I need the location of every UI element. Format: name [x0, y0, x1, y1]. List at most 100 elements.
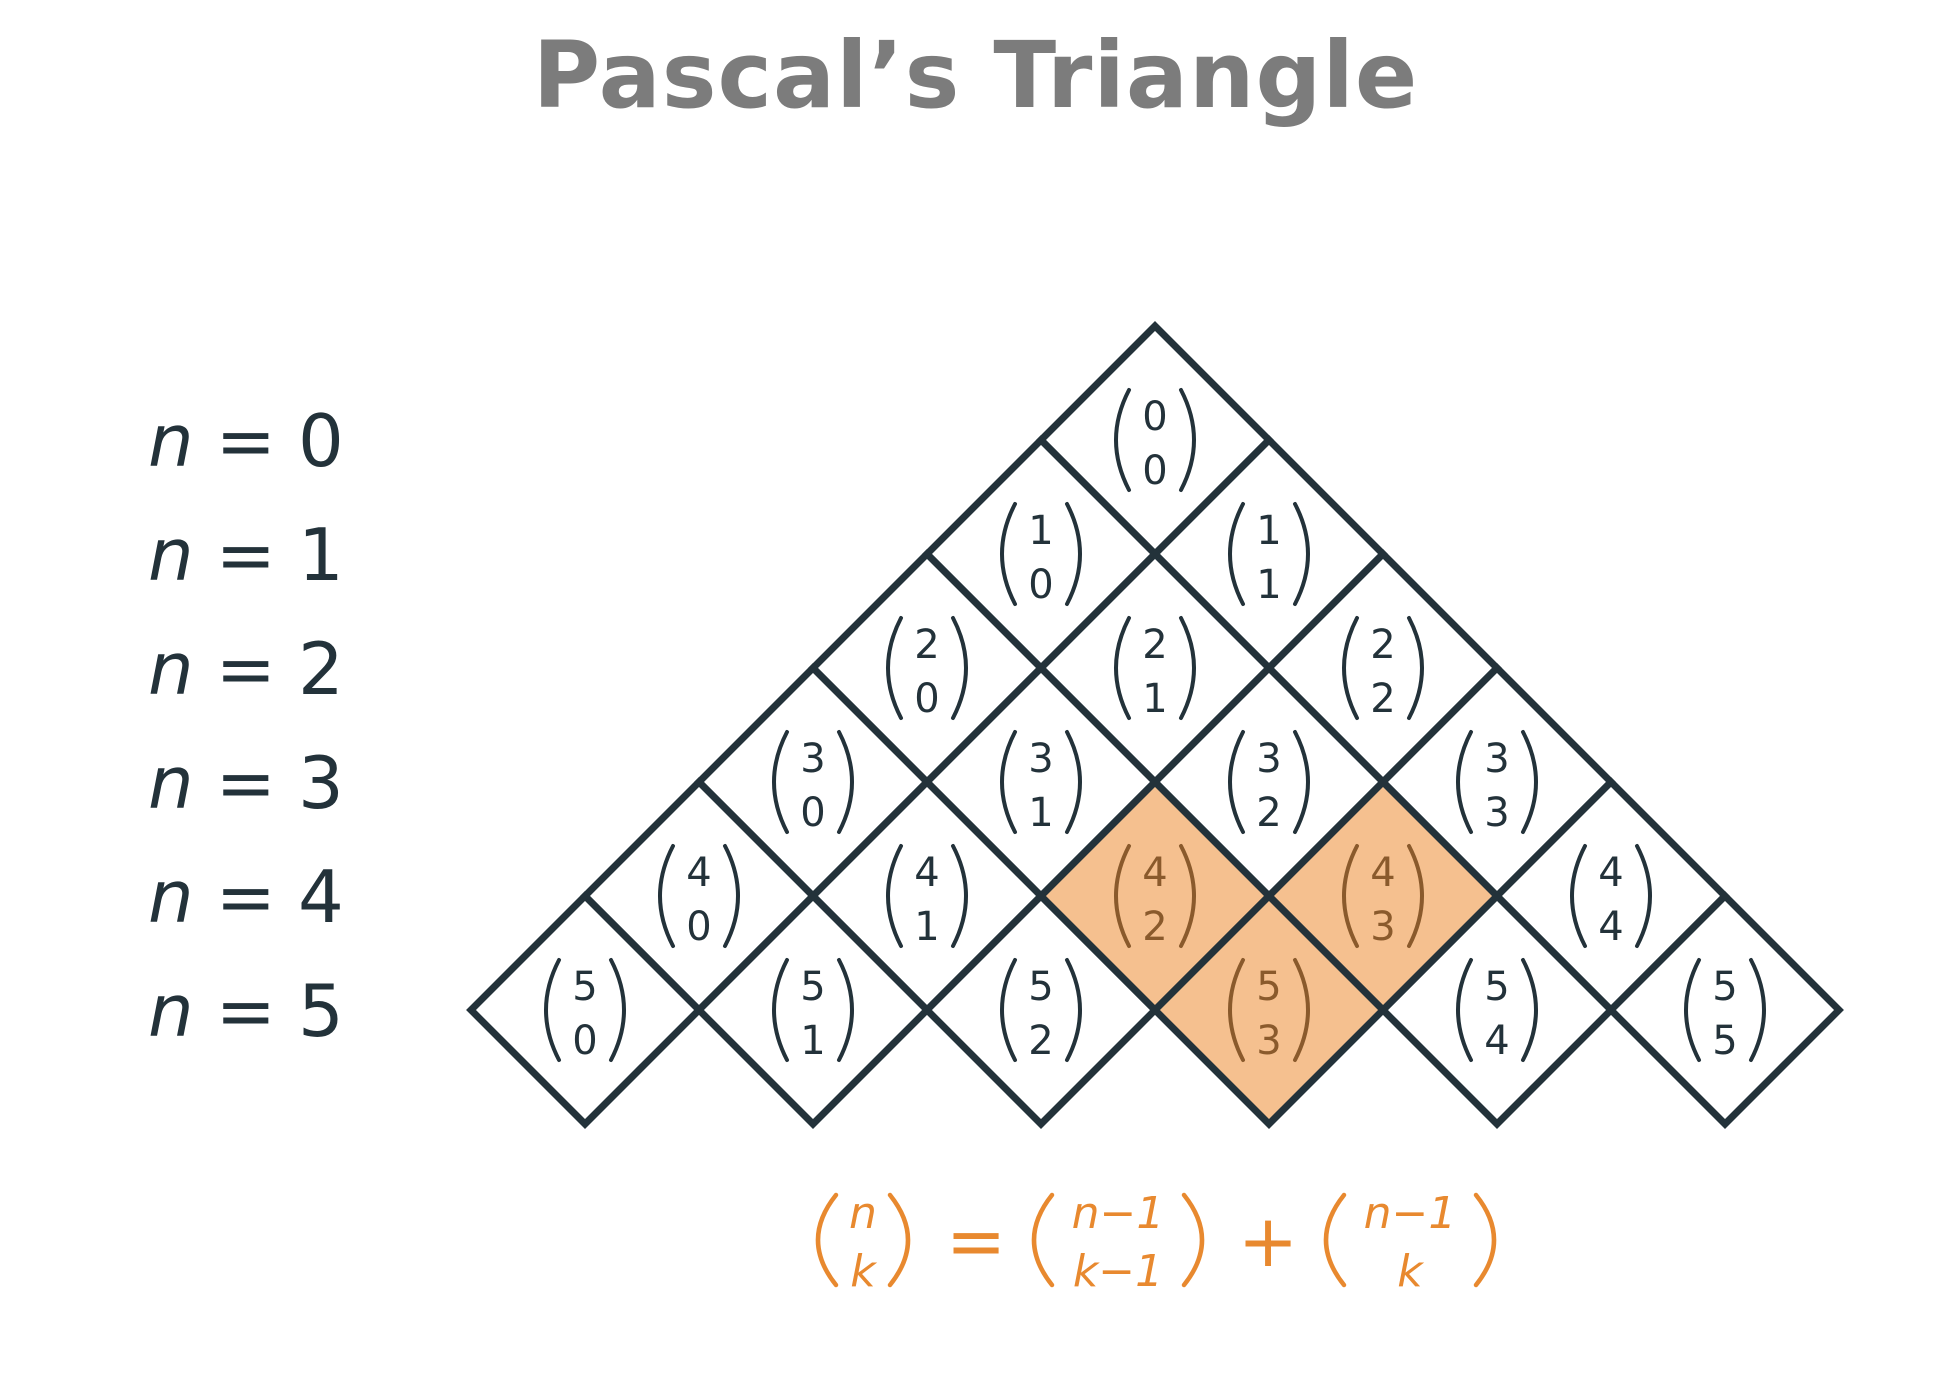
binom-top: 4	[686, 850, 711, 896]
cell-diamond	[1150, 891, 1388, 1129]
row-label-var: n	[148, 399, 194, 483]
binom-left-paren	[886, 844, 903, 948]
binom-right-paren	[1065, 730, 1082, 834]
binom-top: 3	[800, 736, 825, 782]
binom-right-paren	[1635, 844, 1652, 948]
binom-right-paren	[1293, 502, 1310, 606]
binom-left-paren	[544, 958, 561, 1062]
binom-left-paren	[1570, 844, 1587, 948]
binom-right-paren	[1179, 616, 1196, 720]
binom-left-paren	[1342, 616, 1359, 720]
formula-term2-top: n−1	[1364, 1188, 1457, 1239]
binom-right-paren	[1179, 388, 1196, 492]
binom-top: 5	[800, 964, 825, 1010]
cell-diamond	[1606, 891, 1844, 1129]
row-label-eq: =	[216, 969, 276, 1053]
row-labels: n = 0 n = 1 n = 2 n = 3 n = 4 n = 5	[148, 399, 344, 1053]
binom-right-paren	[1293, 730, 1310, 834]
binom-left-paren	[1114, 616, 1131, 720]
binom-bottom: 3	[1370, 904, 1395, 950]
binom-left-paren	[772, 730, 789, 834]
binom-top: 4	[1370, 850, 1395, 896]
binom-bottom: 1	[1028, 790, 1053, 836]
formula-term1-left-paren	[1031, 1192, 1055, 1288]
row-label-2: n = 2	[148, 627, 344, 711]
binom-left-paren	[658, 844, 675, 948]
binom-top: 3	[1256, 736, 1281, 782]
binom-right-paren	[1521, 958, 1538, 1062]
binom-bottom: 0	[686, 904, 711, 950]
binom-top: 1	[1256, 508, 1281, 554]
row-label-3: n = 3	[148, 741, 344, 825]
binom-top: 1	[1028, 508, 1053, 554]
binom-bottom: 1	[1142, 676, 1167, 722]
binom-right-paren	[1407, 844, 1424, 948]
row-label-var: n	[148, 855, 194, 939]
binom-top: 4	[1598, 850, 1623, 896]
row-label-var: n	[148, 513, 194, 597]
formula-plus: +	[1238, 1199, 1298, 1283]
binom-left-paren	[1228, 958, 1245, 1062]
binom-right-paren	[723, 844, 740, 948]
formula-term2-right-paren	[1473, 1192, 1497, 1288]
cell-diamond	[466, 891, 704, 1129]
binom-right-paren	[1521, 730, 1538, 834]
binom-top: 2	[914, 622, 939, 668]
cell-5-0: 50	[466, 891, 704, 1129]
binom-right-paren	[1293, 958, 1310, 1062]
binom-left-paren	[1228, 730, 1245, 834]
binom-left-paren	[1000, 730, 1017, 834]
binom-right-paren	[837, 730, 854, 834]
binom-top: 2	[1370, 622, 1395, 668]
row-label-var: n	[148, 627, 194, 711]
binom-left-paren	[1114, 388, 1131, 492]
binom-right-paren	[1407, 616, 1424, 720]
binom-right-paren	[837, 958, 854, 1062]
row-label-value: 0	[298, 399, 344, 483]
row-label-value: 2	[298, 627, 344, 711]
formula-lhs-bottom: k	[850, 1246, 877, 1297]
page-title: Pascal’s Triangle	[532, 22, 1419, 129]
binom-right-paren	[1065, 502, 1082, 606]
formula-term2-bottom: k	[1397, 1246, 1424, 1297]
binom-bottom: 5	[1712, 1018, 1737, 1064]
formula-term1-right-paren	[1181, 1192, 1205, 1288]
binom-right-paren	[1749, 958, 1766, 1062]
row-label-value: 5	[298, 969, 344, 1053]
binom-left-paren	[1684, 958, 1701, 1062]
formula-term1-bottom: k−1	[1073, 1246, 1163, 1297]
binom-left-paren	[1456, 730, 1473, 834]
binom-top: 2	[1142, 622, 1167, 668]
row-label-eq: =	[216, 855, 276, 939]
binom-top: 0	[1142, 394, 1167, 440]
binom-top: 4	[1142, 850, 1167, 896]
binom-left-paren	[1228, 502, 1245, 606]
binom-right-paren	[609, 958, 626, 1062]
binom-top: 5	[1712, 964, 1737, 1010]
row-label-5: n = 5	[148, 969, 344, 1053]
binom-top: 4	[914, 850, 939, 896]
row-label-4: n = 4	[148, 855, 344, 939]
cell-5-5: 55	[1606, 891, 1844, 1129]
binom-bottom: 2	[1370, 676, 1395, 722]
binom-bottom: 0	[1028, 562, 1053, 608]
formula-equals: =	[946, 1199, 1006, 1283]
binom-top: 3	[1028, 736, 1053, 782]
formula-term2-left-paren	[1323, 1192, 1347, 1288]
binom-top: 5	[1256, 964, 1281, 1010]
binom-bottom: 2	[1142, 904, 1167, 950]
binom-bottom: 1	[800, 1018, 825, 1064]
cell-5-3: 53	[1150, 891, 1388, 1129]
formula-lhs-right-paren	[887, 1192, 911, 1288]
cell-5-1: 51	[694, 891, 932, 1129]
binom-right-paren	[1179, 844, 1196, 948]
binom-bottom: 1	[1256, 562, 1281, 608]
triangle-cells: 0010112021223031323340414450515254554243…	[466, 321, 1844, 1129]
binom-bottom: 3	[1484, 790, 1509, 836]
recurrence-formula: n k = n−1 k−1 + n−1 k	[815, 1188, 1497, 1297]
binom-bottom: 0	[1142, 448, 1167, 494]
binom-left-paren	[1456, 958, 1473, 1062]
binom-bottom: 0	[800, 790, 825, 836]
formula-lhs-left-paren	[815, 1192, 839, 1288]
